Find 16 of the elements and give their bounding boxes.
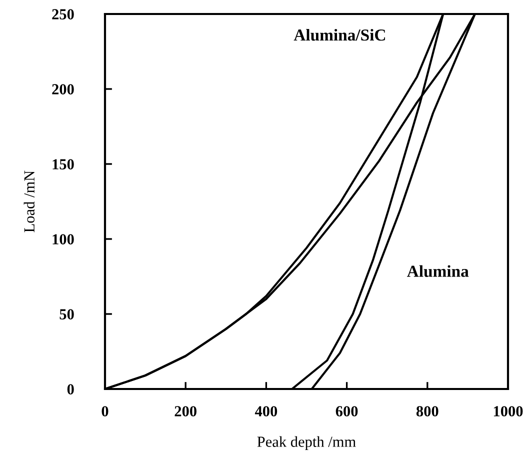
- y-tick-label: 50: [60, 309, 74, 320]
- x-tick-label: 1000: [494, 406, 523, 416]
- x-tick-label: 200: [174, 406, 196, 416]
- y-tick-label: 0: [67, 384, 74, 394]
- annotation: Alumina: [407, 265, 469, 277]
- annotation: Alumina/SiC: [294, 28, 385, 41]
- y-tick-label: 200: [52, 84, 74, 94]
- x-tick-label: 600: [336, 406, 358, 416]
- x-axis-title: Peak depth /mm: [257, 436, 356, 450]
- x-tick-label: 800: [416, 406, 438, 416]
- x-tick-label: 400: [254, 406, 278, 416]
- x-tick-label: 0: [102, 406, 108, 416]
- y-tick-label: 150: [52, 159, 74, 170]
- y-tick-label: 250: [52, 9, 74, 20]
- y-tick-label: 100: [52, 234, 74, 244]
- y-axis-title: Load /mN: [24, 170, 35, 232]
